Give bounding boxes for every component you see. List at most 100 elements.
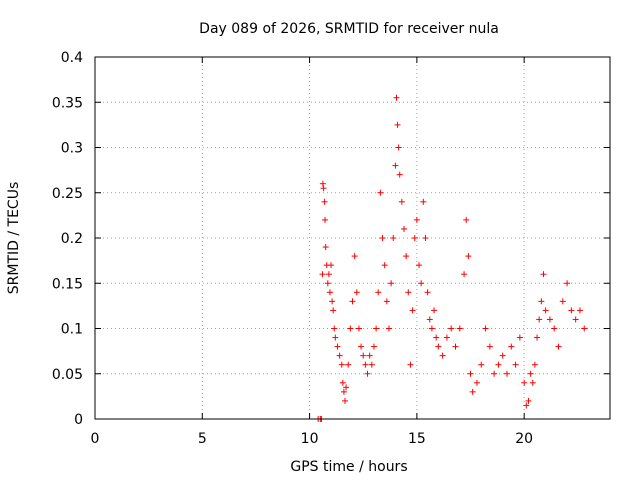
data-point <box>463 216 470 223</box>
data-point <box>407 361 414 368</box>
axis-tick-labels: 0 5 10 15 20 0 0.05 0.1 0.15 0.2 0.25 0.3 0.35 0.4 <box>52 50 533 447</box>
data-point <box>559 298 566 305</box>
data-point <box>322 244 329 251</box>
data-point <box>456 325 463 332</box>
data-point <box>340 388 347 395</box>
x-tick-label: 5 <box>198 431 207 447</box>
data-point <box>491 370 498 377</box>
data-point <box>546 316 553 323</box>
data-point <box>443 334 450 341</box>
data-point <box>341 397 348 404</box>
y-tick-label: 0.3 <box>61 141 83 157</box>
data-point <box>409 307 416 314</box>
axis-ticks <box>94 56 610 420</box>
data-point <box>366 352 373 359</box>
data-point <box>347 325 354 332</box>
data-point <box>332 334 339 341</box>
chart-title: Day 089 of 2026, SRMTID for receiver nul… <box>199 21 499 37</box>
data-point <box>321 198 328 205</box>
data-point <box>370 343 377 350</box>
data-point <box>319 180 326 187</box>
data-point <box>345 361 352 368</box>
data-point <box>465 253 472 260</box>
data-point <box>564 280 571 287</box>
data-point <box>433 334 440 341</box>
data-point <box>338 361 345 368</box>
data-point <box>531 361 538 368</box>
data-point <box>358 343 365 350</box>
data-point <box>405 289 412 296</box>
data-point <box>403 253 410 260</box>
data-point <box>330 307 337 314</box>
y-tick-label: 0.1 <box>61 322 83 338</box>
data-point <box>420 198 427 205</box>
data-point <box>452 343 459 350</box>
data-point <box>572 316 579 323</box>
x-tick-label: 15 <box>408 431 426 447</box>
data-point <box>416 262 423 269</box>
y-tick-label: 0.15 <box>52 276 83 292</box>
data-point <box>353 289 360 296</box>
data-point <box>431 307 438 314</box>
data-point <box>413 216 420 223</box>
data-point <box>523 402 530 409</box>
data-point <box>495 361 502 368</box>
data-point <box>334 343 341 350</box>
y-axis-label: SRMTID / TECUs <box>6 182 22 295</box>
data-point <box>360 352 367 359</box>
data-point <box>424 289 431 296</box>
data-point <box>540 271 547 278</box>
data-point <box>362 361 369 368</box>
data-point <box>422 235 429 241</box>
data-point <box>364 370 371 377</box>
data-point <box>538 298 545 305</box>
y-tick-label: 0.25 <box>52 186 83 202</box>
data-point <box>473 379 480 386</box>
data-point <box>542 307 549 314</box>
y-tick-label: 0.35 <box>52 95 83 111</box>
y-tick-label: 0 <box>74 412 83 428</box>
data-point <box>320 185 327 192</box>
x-axis-label: GPS time / hours <box>290 459 407 475</box>
data-point <box>325 271 332 278</box>
data-point <box>469 388 476 395</box>
data-point <box>329 298 336 305</box>
data-point <box>418 280 425 287</box>
data-point <box>393 94 400 101</box>
data-point <box>343 384 350 391</box>
data-point <box>508 343 515 350</box>
data-point <box>398 198 405 205</box>
data-point <box>326 289 333 296</box>
data-point <box>439 352 446 359</box>
data-point <box>435 343 442 350</box>
data-point <box>388 280 395 287</box>
data-point <box>349 298 356 305</box>
data-point <box>478 361 485 368</box>
data-point <box>324 280 331 287</box>
data-point <box>379 235 386 241</box>
data-point <box>377 189 384 196</box>
data-point <box>392 162 399 169</box>
data-point <box>461 271 468 278</box>
data-point <box>394 121 401 128</box>
data-point <box>576 307 583 314</box>
data-point <box>512 361 519 368</box>
y-tick-label: 0.2 <box>61 231 83 247</box>
data-point <box>395 144 402 151</box>
data-point <box>536 316 543 323</box>
data-point <box>534 334 541 341</box>
data-point <box>331 325 338 332</box>
data-point <box>551 325 558 332</box>
data-point <box>529 379 536 386</box>
data-point <box>383 298 390 305</box>
data-point <box>339 379 346 386</box>
data-point <box>568 307 575 314</box>
data-point <box>521 379 528 386</box>
data-point <box>499 352 506 359</box>
data-point <box>467 370 474 377</box>
data-point <box>504 370 510 377</box>
data-point <box>482 325 489 332</box>
data-point <box>516 334 523 341</box>
data-point <box>555 343 562 350</box>
data-point <box>373 325 380 332</box>
